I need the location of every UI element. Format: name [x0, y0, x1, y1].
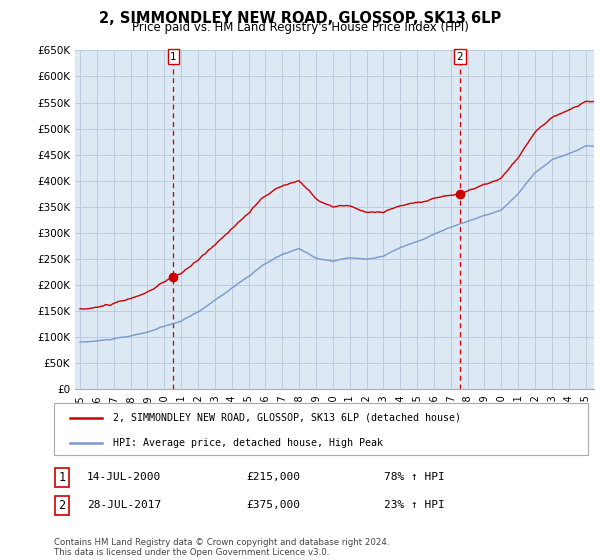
- Text: 78% ↑ HPI: 78% ↑ HPI: [384, 472, 445, 482]
- Text: £215,000: £215,000: [246, 472, 300, 482]
- Text: 1: 1: [58, 470, 65, 484]
- Text: Price paid vs. HM Land Registry's House Price Index (HPI): Price paid vs. HM Land Registry's House …: [131, 21, 469, 34]
- Text: 1: 1: [170, 52, 177, 62]
- Text: 2: 2: [457, 52, 463, 62]
- Text: 14-JUL-2000: 14-JUL-2000: [87, 472, 161, 482]
- Text: £375,000: £375,000: [246, 500, 300, 510]
- Text: 23% ↑ HPI: 23% ↑ HPI: [384, 500, 445, 510]
- Text: HPI: Average price, detached house, High Peak: HPI: Average price, detached house, High…: [113, 438, 383, 449]
- Text: 2, SIMMONDLEY NEW ROAD, GLOSSOP, SK13 6LP: 2, SIMMONDLEY NEW ROAD, GLOSSOP, SK13 6L…: [99, 11, 501, 26]
- Text: 2, SIMMONDLEY NEW ROAD, GLOSSOP, SK13 6LP (detached house): 2, SIMMONDLEY NEW ROAD, GLOSSOP, SK13 6L…: [113, 413, 461, 423]
- Text: Contains HM Land Registry data © Crown copyright and database right 2024.
This d: Contains HM Land Registry data © Crown c…: [54, 538, 389, 557]
- Text: 2: 2: [58, 498, 65, 512]
- Text: 28-JUL-2017: 28-JUL-2017: [87, 500, 161, 510]
